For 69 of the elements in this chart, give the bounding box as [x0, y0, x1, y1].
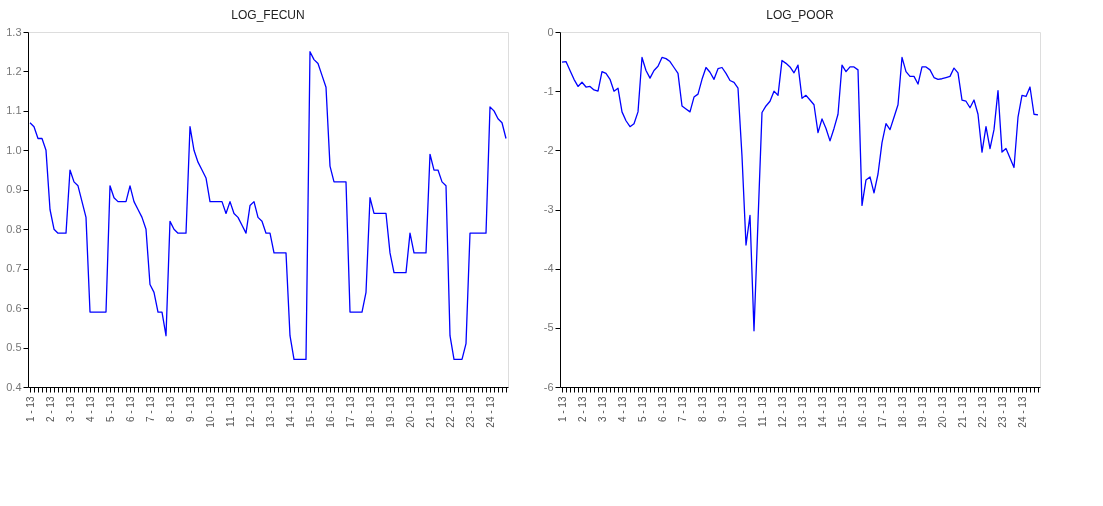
x-tick-label: 18 - 13: [896, 396, 908, 428]
x-tick-label: 19 - 13: [384, 396, 396, 428]
y-tick-label: 0.5: [6, 341, 22, 354]
x-tick-label: 1 - 13: [24, 396, 36, 423]
x-tick-label: 9 - 13: [184, 396, 196, 423]
x-tick-label: 11 - 13: [756, 396, 768, 427]
y-tick-label: -4: [543, 262, 554, 275]
y-tick-label: 0.9: [6, 183, 22, 196]
y-tick-label: -2: [543, 143, 554, 156]
x-tick-label: 9 - 13: [716, 396, 728, 423]
x-tick-label: 6 - 13: [124, 396, 136, 423]
x-tick-label: 5 - 13: [104, 396, 116, 423]
x-tick-label: 15 - 13: [836, 396, 848, 428]
x-tick-label: 24 - 13: [1016, 396, 1028, 428]
x-tick-label: 22 - 13: [444, 396, 456, 428]
x-tick-label: 16 - 13: [324, 396, 336, 428]
x-tick-label: 13 - 13: [796, 396, 808, 428]
x-tick-label: 11 - 13: [224, 396, 236, 427]
x-tick-label: 18 - 13: [364, 396, 376, 428]
x-tick-label: 12 - 13: [776, 396, 788, 428]
y-tick-label: 0: [547, 25, 554, 38]
x-tick-label: 5 - 13: [636, 396, 648, 423]
x-tick-label: 2 - 13: [576, 396, 588, 423]
y-tick-label: 0.7: [6, 262, 22, 275]
line-series: [561, 56, 1039, 332]
x-tick-label: 14 - 13: [816, 396, 828, 428]
y-tick-label: -5: [543, 321, 554, 334]
x-tick-label: 4 - 13: [84, 396, 96, 423]
y-tick-label: 0.6: [6, 301, 22, 314]
y-tick-label: 0.8: [6, 222, 22, 235]
x-tick-label: 13 - 13: [264, 396, 276, 428]
x-tick-label: 24 - 13: [484, 396, 496, 428]
x-tick-label: 12 - 13: [244, 396, 256, 428]
x-tick-label: 4 - 13: [616, 396, 628, 423]
x-tick-label: 15 - 13: [304, 396, 316, 428]
x-tick-label: 1 - 13: [556, 396, 568, 423]
y-tick-label: -6: [543, 380, 554, 393]
x-tick-label: 20 - 13: [936, 396, 948, 428]
y-tick-label: 1.1: [6, 104, 22, 117]
chart-title: LOG_FECUN: [231, 8, 305, 22]
x-tick-label: 3 - 13: [64, 396, 76, 423]
x-tick-label: 8 - 13: [696, 396, 708, 423]
x-tick-label: 23 - 13: [464, 396, 476, 428]
x-tick-label: 17 - 13: [876, 396, 888, 428]
x-tick-label: 17 - 13: [344, 396, 356, 428]
chart-title: LOG_POOR: [766, 8, 835, 22]
x-tick-label: 7 - 13: [676, 396, 688, 423]
x-tick-label: 21 - 13: [956, 396, 968, 428]
x-tick-label: 8 - 13: [164, 396, 176, 423]
y-tick-label: 1.2: [6, 64, 22, 77]
line-series: [29, 51, 507, 361]
x-tick-label: 6 - 13: [656, 396, 668, 423]
x-tick-label: 10 - 13: [204, 396, 216, 428]
x-tick-label: 3 - 13: [596, 396, 608, 423]
x-tick-label: 10 - 13: [736, 396, 748, 428]
x-tick-label: 7 - 13: [144, 396, 156, 423]
x-tick-label: 2 - 13: [44, 396, 56, 423]
y-tick-label: -1: [543, 84, 554, 97]
x-tick-label: 19 - 13: [916, 396, 928, 428]
x-tick-label: 21 - 13: [424, 396, 436, 428]
x-tick-label: 23 - 13: [996, 396, 1008, 428]
x-tick-label: 20 - 13: [404, 396, 416, 428]
x-tick-label: 22 - 13: [976, 396, 988, 428]
y-tick-label: 1.0: [6, 143, 22, 156]
x-tick-label: 14 - 13: [284, 396, 296, 428]
x-tick-label: 16 - 13: [856, 396, 868, 428]
y-tick-label: -3: [543, 203, 554, 215]
y-tick-label: 0.4: [6, 380, 22, 393]
y-tick-label: 1.3: [6, 25, 22, 38]
